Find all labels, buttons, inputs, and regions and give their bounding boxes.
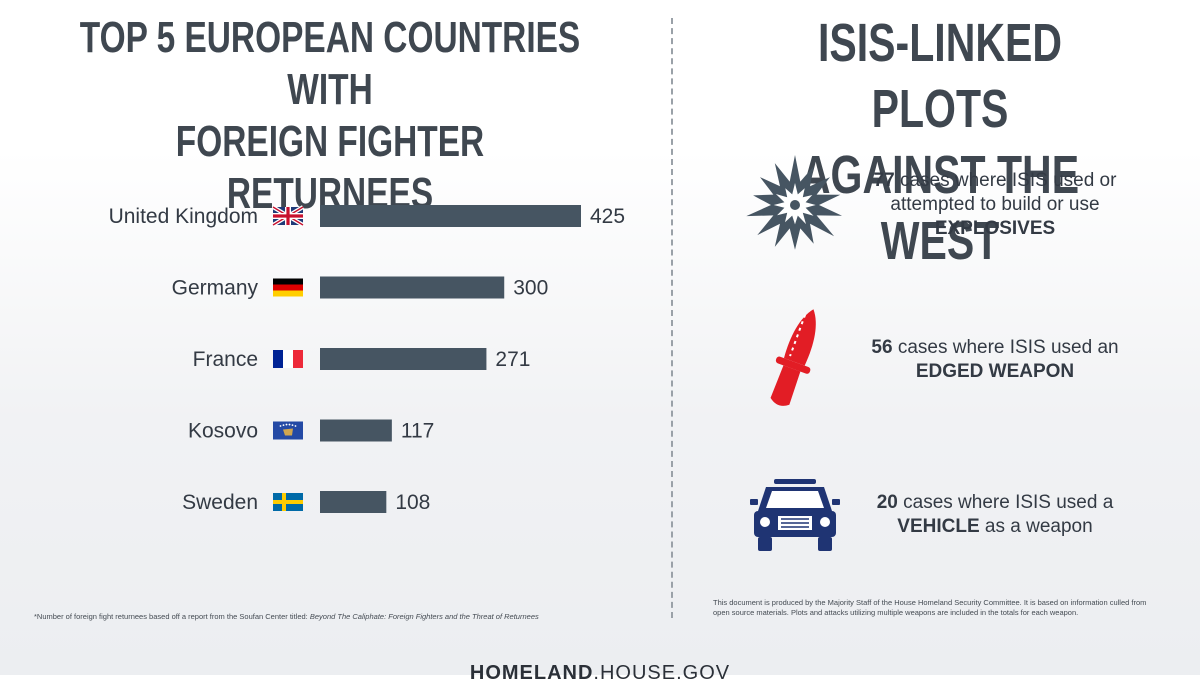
footer-logo-light: .HOUSE.GOV (593, 662, 731, 684)
flag-sweden-icon (273, 493, 303, 511)
knife-icon (740, 304, 850, 416)
value-label: 108 (395, 491, 430, 514)
chart-title-line1: TOP 5 EUROPEAN COUNTRIES WITH (79, 13, 581, 114)
country-label: United Kingdom (109, 205, 258, 228)
section-divider (671, 18, 673, 618)
footer-logo: HOMELAND.HOUSE.GOV (0, 662, 1200, 685)
edged-weapon-text: 56 cases where ISIS used an EDGED WEAPON (850, 336, 1140, 384)
explosives-text: 77 cases where ISIS used or attempted to… (850, 169, 1140, 241)
bar (320, 205, 581, 227)
country-label: Kosovo (188, 420, 258, 443)
bar (320, 276, 505, 299)
bar (320, 419, 392, 442)
source-footnote: *Number of foreign fight returnees based… (34, 612, 654, 622)
plots-title-line2: AGAINST THE WEST (800, 145, 1080, 271)
vehicle-desc-tail: as a weapon (979, 516, 1093, 537)
explosives-count: 77 (873, 170, 895, 191)
value-label: 425 (590, 205, 625, 228)
value-label: 271 (495, 348, 530, 371)
country-label: France (193, 348, 258, 371)
explosives-desc: cases where ISIS used or attempted to bu… (890, 170, 1117, 215)
value-label: 117 (401, 420, 434, 443)
chart-title: TOP 5 EUROPEAN COUNTRIES WITH FOREIGN FI… (79, 12, 581, 220)
truck-icon (740, 477, 850, 553)
plots-title-line1: ISIS-LINKED PLOTS (818, 13, 1062, 139)
plot-stat-explosives: 77 cases where ISIS used or attempted to… (740, 150, 1180, 260)
footer-logo-bold: HOMELAND (469, 662, 594, 684)
bar-chart: United Kingdom 425 Germany 300 France 271 Koso… (109, 205, 625, 514)
value-label: 300 (513, 277, 548, 300)
edged-weapon-count: 56 (871, 337, 893, 358)
source-footnote-title: Beyond The Caliphate: Foreign Fighters a… (309, 612, 539, 621)
country-label: Sweden (182, 491, 258, 514)
edged-weapon-desc: cases where ISIS used an (892, 337, 1119, 358)
plots-title: ISIS-LINKED PLOTS AGAINST THE WEST (750, 10, 1130, 274)
vehicle-text: 20 cases where ISIS used a VEHICLE as a … (850, 491, 1140, 539)
flag-france-icon (273, 350, 303, 368)
flag-germany-icon (273, 278, 303, 297)
explosives-emphasis: EXPLOSIVES (934, 218, 1056, 239)
explosion-icon (740, 153, 850, 257)
bar (320, 348, 487, 370)
source-footnote-text: *Number of foreign fight returnees based… (34, 612, 310, 621)
flag-uk-icon (271, 205, 305, 227)
vehicle-desc: cases where ISIS used a (897, 492, 1114, 513)
flag-kosovo-icon (273, 421, 303, 440)
vehicle-count: 20 (876, 492, 898, 513)
plot-stat-vehicle: 20 cases where ISIS used a VEHICLE as a … (740, 470, 1180, 560)
vehicle-emphasis: VEHICLE (897, 516, 980, 537)
plot-stat-edged-weapon: 56 cases where ISIS used an EDGED WEAPON (740, 300, 1180, 420)
bar (320, 491, 387, 513)
edged-weapon-emphasis: EDGED WEAPON (915, 361, 1075, 382)
country-label: Germany (172, 277, 259, 300)
disclaimer-footnote: This document is produced by the Majorit… (713, 598, 1147, 617)
